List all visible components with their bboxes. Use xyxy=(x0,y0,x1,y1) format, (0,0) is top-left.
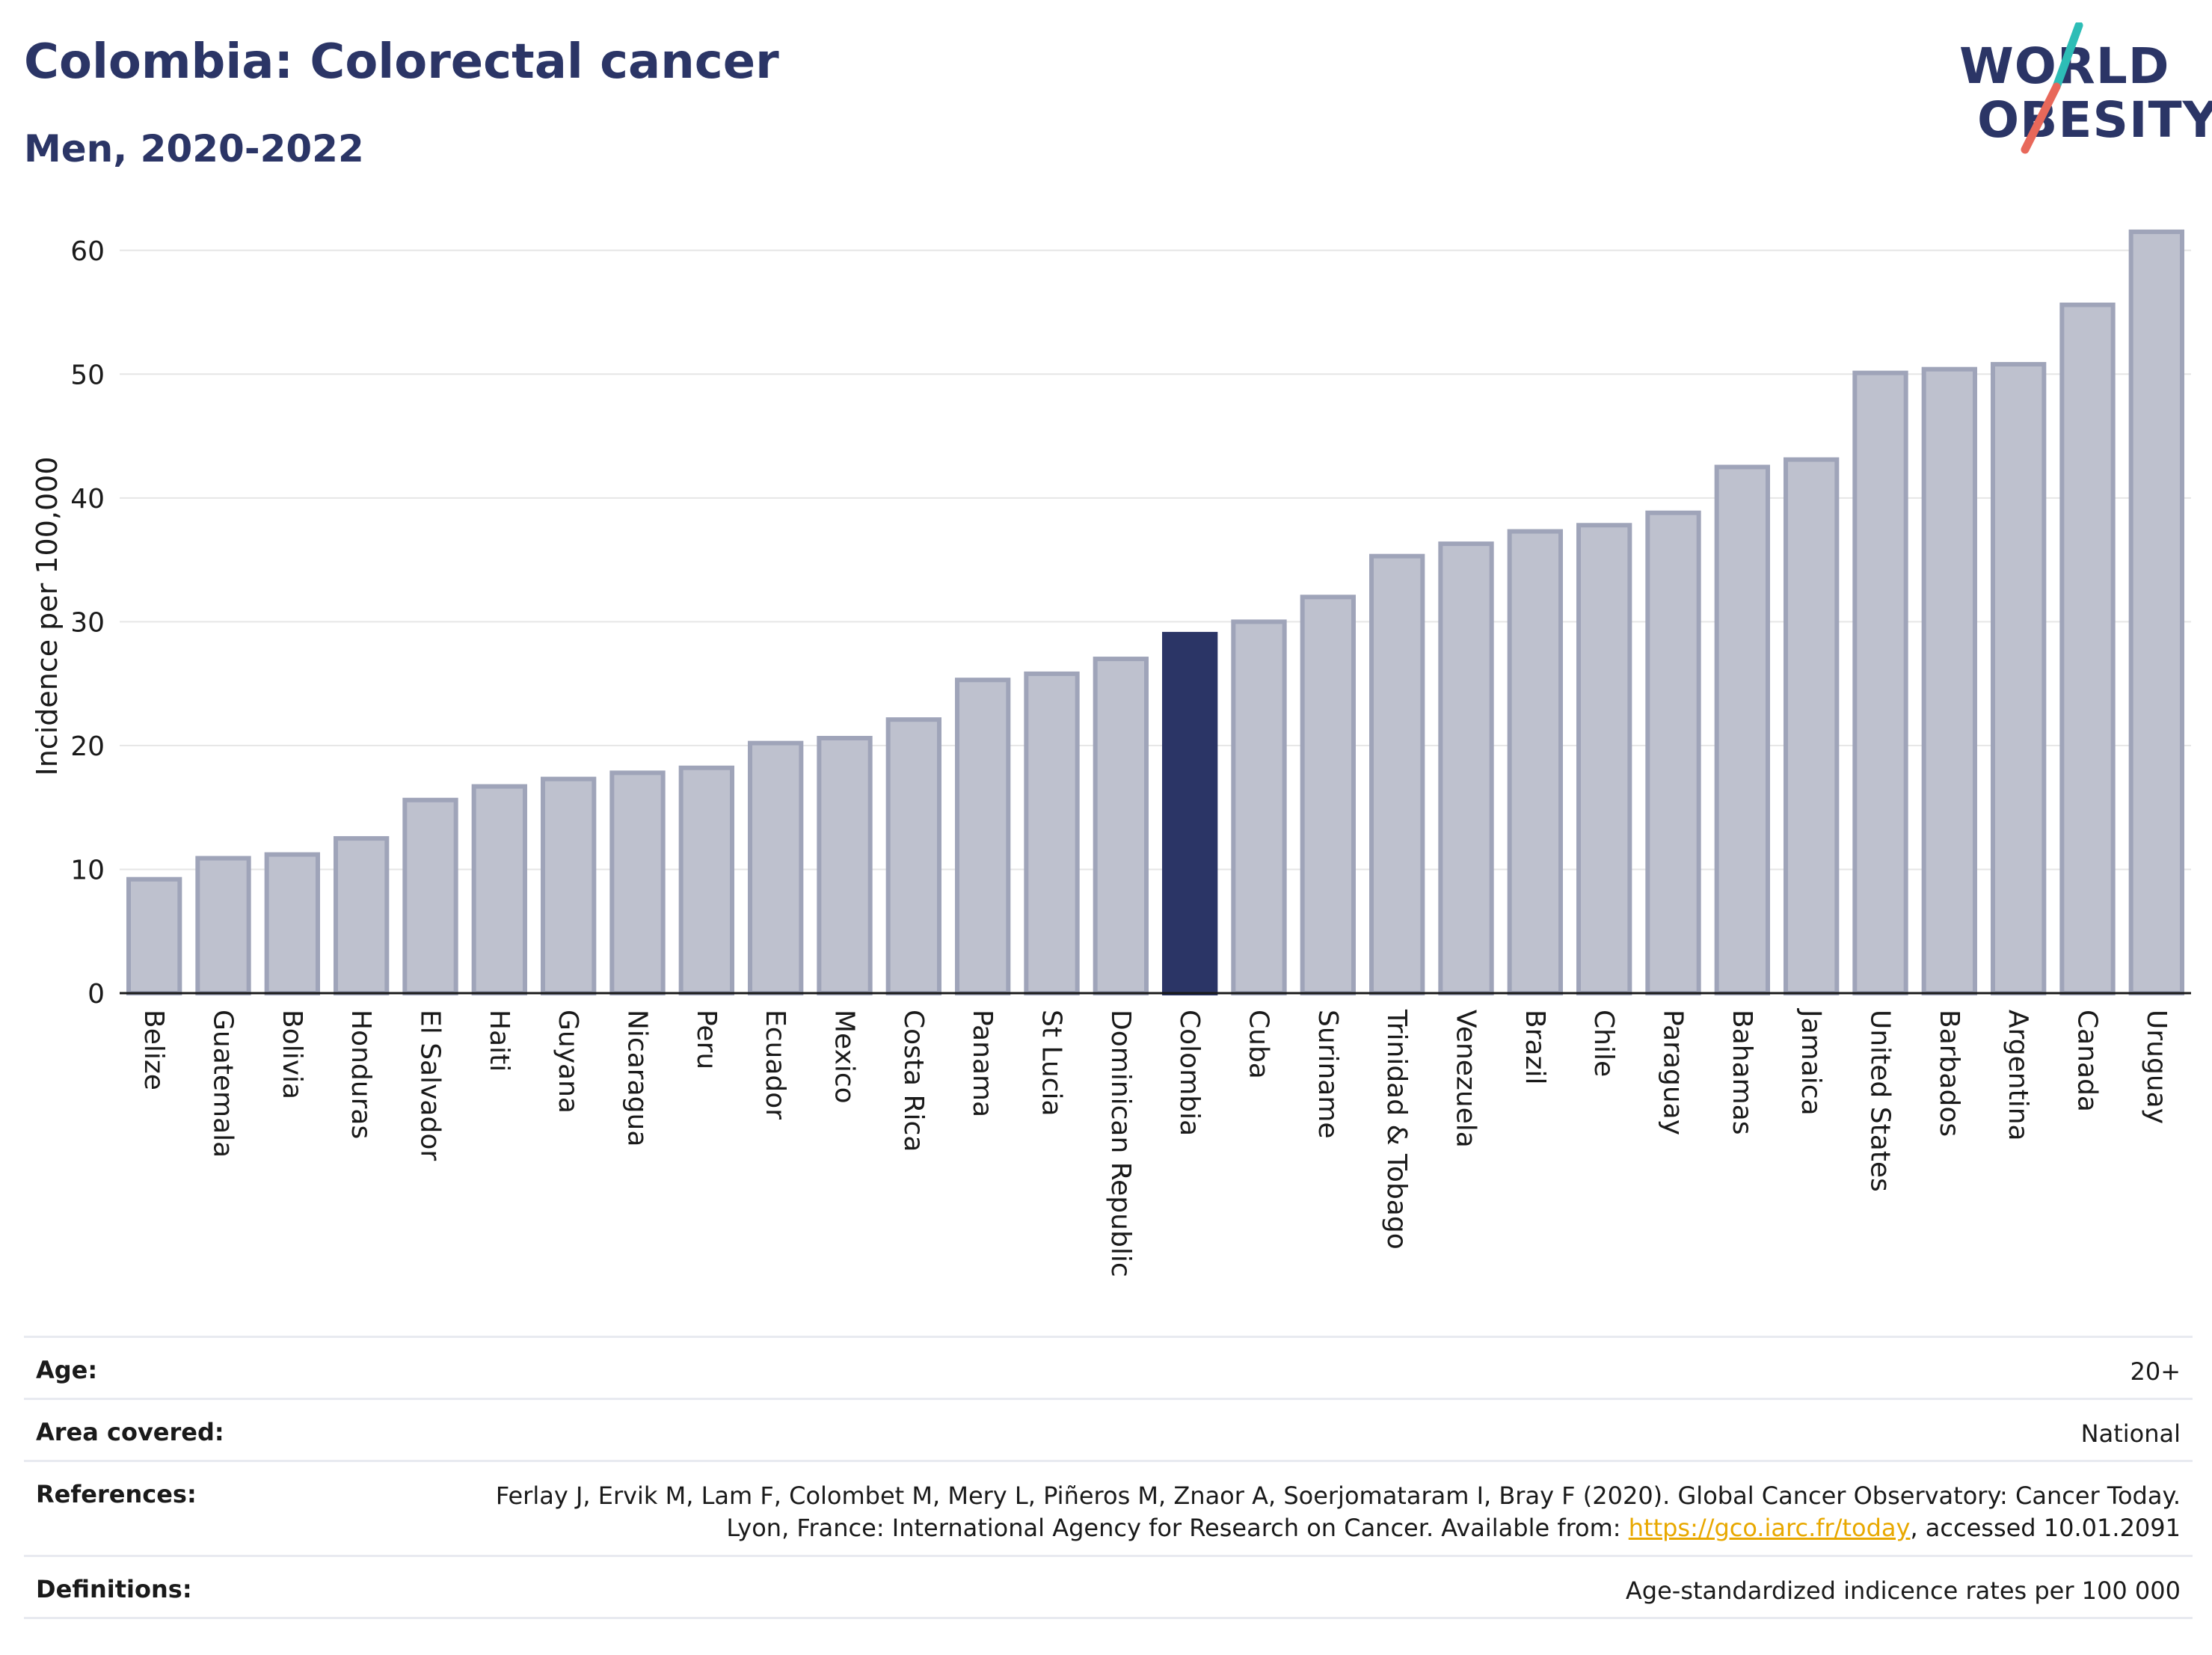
bar-st-lucia xyxy=(1024,671,1080,995)
x-tick-label: Dominican Republic xyxy=(1105,1010,1136,1277)
bars xyxy=(126,229,2184,996)
x-tick-label: El Salvador xyxy=(415,1010,446,1161)
x-tick-label: Suriname xyxy=(1312,1010,1343,1139)
y-tick-label: 40 xyxy=(70,484,105,515)
x-tick-label: Haiti xyxy=(484,1010,514,1072)
bar-nicaragua xyxy=(609,770,666,995)
x-tick-label: Belize xyxy=(138,1010,169,1090)
bar-united-states xyxy=(1852,370,1908,996)
bar-barbados xyxy=(1921,366,1977,995)
info-row-references: References: Ferlay J, Ervik M, Lam F, Co… xyxy=(24,1460,2193,1555)
age-value: 20+ xyxy=(2130,1357,2181,1386)
bar-paraguay xyxy=(1645,510,1701,995)
y-tick-label: 60 xyxy=(70,236,105,267)
bar-costa-rica xyxy=(885,717,941,995)
bar-cuba xyxy=(1231,619,1287,996)
logo-slash-icon xyxy=(2021,22,2083,154)
references-label: References: xyxy=(36,1480,197,1508)
bar-el-salvador xyxy=(402,797,458,995)
bar-colombia xyxy=(1162,631,1218,995)
bar-brazil xyxy=(1507,529,1563,995)
y-axis-ticks: 0 10 20 30 40 50 60 xyxy=(70,236,105,1010)
x-tick-label: Barbados xyxy=(1934,1010,1964,1137)
x-tick-label: Uruguay xyxy=(2141,1010,2172,1124)
references-accessed: , accessed 10.01.2091 xyxy=(1910,1514,2181,1542)
bar-jamaica xyxy=(1784,457,1840,995)
x-tick-label: Guatemala xyxy=(208,1010,239,1158)
y-tick-label: 10 xyxy=(70,855,105,885)
x-tick-label: Paraguay xyxy=(1658,1010,1689,1135)
bar-honduras xyxy=(334,836,390,995)
bar-trinidad-tobago xyxy=(1369,553,1425,995)
bar-argentina xyxy=(1991,362,2047,995)
references-link[interactable]: https://gco.iarc.fr/today xyxy=(1628,1514,1911,1542)
bar-guatemala xyxy=(195,856,251,996)
bar-venezuela xyxy=(1438,541,1494,995)
x-tick-label: Ecuador xyxy=(760,1010,790,1120)
y-axis-label: Incidence per 100,000 xyxy=(31,456,64,776)
x-tick-label: United States xyxy=(1865,1010,1896,1192)
bar-guyana xyxy=(541,776,597,995)
page-title: Colombia: Colorectal cancer xyxy=(24,34,779,90)
area-label: Area covered: xyxy=(36,1418,224,1446)
info-row-definitions: Definitions: Age-standardized indicence … xyxy=(24,1555,2193,1619)
x-tick-label: Honduras xyxy=(345,1010,376,1139)
bar-chart: 0 10 20 30 40 50 60 Belize Guatemala Bolivia Hond… xyxy=(31,229,2191,1277)
references-text: Ferlay J, Ervik M, Lam F, Colombet M, Me… xyxy=(495,1481,2181,1542)
x-tick-label: Peru xyxy=(691,1010,722,1069)
bar-haiti xyxy=(471,784,527,995)
x-axis-labels: Belize Guatemala Bolivia Honduras El Salvado… xyxy=(138,1008,2172,1277)
x-tick-label: Guyana xyxy=(553,1010,583,1114)
x-tick-label: Cuba xyxy=(1244,1010,1274,1079)
x-tick-label: Trinidad & Tobago xyxy=(1381,1009,1412,1250)
bar-suriname xyxy=(1300,595,1356,995)
world-obesity-logo: WORLD OBESITY xyxy=(1944,22,2212,165)
y-tick-label: 30 xyxy=(70,607,105,638)
info-row-age: Age: 20+ xyxy=(24,1336,2193,1398)
x-tick-label: Costa Rica xyxy=(898,1010,929,1152)
y-tick-label: 0 xyxy=(87,979,105,1010)
x-tick-label: Panama xyxy=(967,1010,998,1117)
bar-chile xyxy=(1576,523,1632,995)
definitions-value: Age-standardized indicence rates per 100… xyxy=(1625,1576,2181,1605)
logo-text-obesity: OBESITY xyxy=(1977,91,2212,149)
definitions-label: Definitions: xyxy=(36,1575,192,1603)
bar-dominican-republic xyxy=(1093,657,1149,995)
x-tick-label: Venezuela xyxy=(1451,1010,1481,1148)
bar-uruguay xyxy=(2128,229,2184,995)
x-tick-label: Colombia xyxy=(1174,1010,1205,1136)
area-value: National xyxy=(2080,1419,2181,1448)
references-value: Ferlay J, Ervik M, Lam F, Colombet M, Me… xyxy=(476,1480,2181,1544)
x-tick-label: Mexico xyxy=(829,1010,860,1104)
info-row-area: Area covered: National xyxy=(24,1398,2193,1460)
bar-belize xyxy=(126,876,182,995)
bar-mexico xyxy=(817,735,873,995)
bar-bolivia xyxy=(264,852,320,995)
x-tick-label: Jamaica xyxy=(1795,1008,1826,1116)
bar-canada xyxy=(2059,302,2116,995)
x-tick-label: St Lucia xyxy=(1036,1010,1067,1117)
page-subtitle: Men, 2020-2022 xyxy=(24,127,364,171)
x-tick-label: Nicaragua xyxy=(622,1010,653,1146)
x-tick-label: Bolivia xyxy=(277,1010,307,1099)
x-tick-label: Canada xyxy=(2072,1010,2103,1112)
x-tick-label: Bahamas xyxy=(1727,1010,1757,1135)
x-tick-label: Chile xyxy=(1588,1010,1619,1077)
info-table: Age: 20+ Area covered: National Referenc… xyxy=(24,1336,2193,1619)
x-tick-label: Brazil xyxy=(1520,1010,1550,1084)
x-tick-label: Argentina xyxy=(2003,1010,2033,1141)
bar-ecuador xyxy=(748,740,804,995)
bar-peru xyxy=(678,765,734,995)
age-label: Age: xyxy=(36,1356,98,1384)
y-tick-label: 20 xyxy=(70,731,105,762)
bar-panama xyxy=(955,678,1011,995)
bar-bahamas xyxy=(1714,464,1770,995)
y-tick-label: 50 xyxy=(70,360,105,390)
